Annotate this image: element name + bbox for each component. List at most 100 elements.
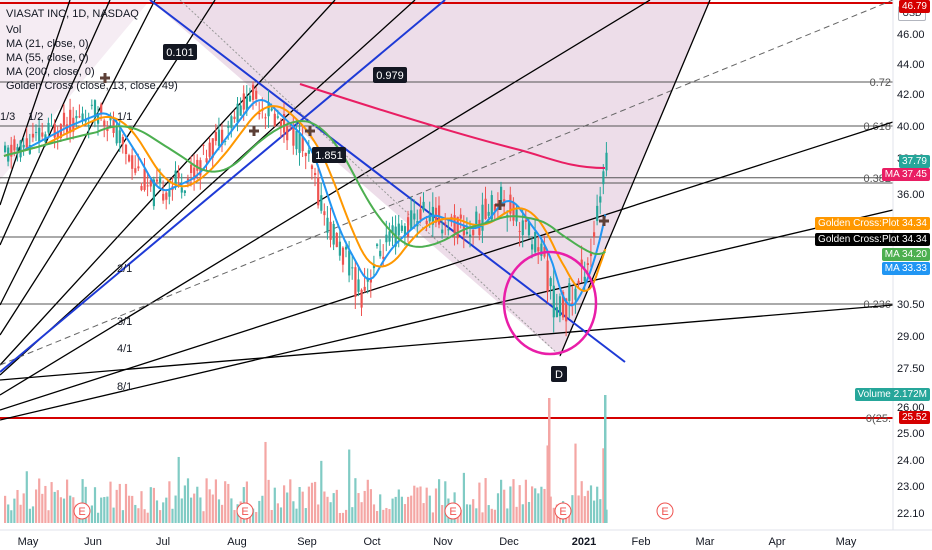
candle-body: [310, 165, 314, 169]
volume-bar: [13, 498, 16, 523]
volume-bar: [103, 497, 106, 523]
candle-body: [397, 223, 400, 236]
volume-bar: [400, 496, 403, 523]
volume-bar: [267, 479, 270, 523]
candle-body: [487, 211, 490, 216]
fan-ratio-label: 1/2: [28, 111, 43, 123]
candle-body: [357, 279, 360, 292]
volume-bar: [171, 508, 174, 523]
volume-bar: [391, 498, 394, 523]
volume-bar: [515, 506, 518, 523]
fib-level-label: 0.72: [870, 77, 891, 89]
candle-body: [75, 115, 78, 119]
volume-bar: [394, 496, 397, 523]
volume-bar: [524, 479, 527, 523]
volume-bar: [599, 499, 602, 523]
candle-body: [363, 286, 366, 291]
candle-body: [571, 302, 574, 305]
earnings-icon: [554, 502, 572, 520]
candle-body: [62, 112, 66, 126]
earnings-icon-label: E: [449, 506, 456, 518]
volume-bar: [571, 495, 574, 523]
indicator-legend: Golden Cross (close, 13, close, 49): [6, 80, 178, 92]
candle-body: [174, 170, 177, 185]
fan-ratio-label: 3/1: [117, 316, 132, 328]
candle-body: [326, 217, 329, 233]
candle-body: [376, 244, 379, 246]
x-tick-label: May: [836, 536, 857, 548]
fan-ratio-label: 4/1: [117, 343, 132, 355]
x-tick-label: Jul: [156, 536, 170, 548]
volume-bar: [552, 507, 555, 523]
candle-body: [106, 128, 109, 132]
candle-body: [456, 216, 459, 239]
volume-bar: [134, 504, 137, 523]
volume-bar: [112, 507, 115, 523]
channel-line: [149, 0, 626, 363]
candle-body: [580, 259, 583, 266]
golden-cross-marker: [599, 216, 609, 226]
candle-body: [518, 230, 521, 232]
candle-body: [47, 122, 50, 133]
candle-body: [546, 260, 549, 292]
candle-body: [217, 129, 221, 147]
volume-bar: [261, 495, 264, 523]
volume-bar: [140, 491, 143, 523]
volume-bar: [180, 498, 183, 523]
candle-body: [100, 104, 103, 115]
gann-fan-line: [0, 304, 893, 381]
candle-body: [208, 142, 211, 157]
price-tag: MA 37.45: [881, 168, 930, 181]
volume-bar: [537, 493, 540, 523]
fib-zero-label: 0(25.: [866, 413, 891, 425]
volume-bar: [586, 490, 589, 523]
candle-body: [38, 127, 41, 143]
volume-bar: [193, 493, 196, 523]
y-tick-label: 25.00: [897, 428, 925, 440]
volume-bar: [7, 504, 10, 523]
x-tick-label: 2021: [572, 536, 596, 548]
volume-bar: [109, 481, 112, 523]
candle-body: [304, 152, 307, 157]
volume-bar: [208, 489, 211, 523]
volume-bar: [289, 479, 292, 523]
candle-body: [602, 171, 605, 185]
candle-body: [382, 256, 385, 259]
volume-bar: [283, 485, 286, 523]
candle-body: [193, 167, 196, 180]
volume-bar: [106, 496, 109, 523]
indicator-legend: MA (21, close, 0): [6, 38, 89, 50]
volume-bar: [224, 481, 227, 523]
volume-bar: [326, 496, 329, 523]
earnings-icon: [236, 502, 254, 520]
candle-body: [323, 211, 326, 216]
candle-body: [53, 123, 56, 138]
x-tick-label: Mar: [696, 536, 715, 548]
candle-body: [283, 113, 286, 133]
volume-bar: [512, 479, 515, 523]
candle-body: [19, 140, 22, 158]
volume-bar: [124, 483, 128, 523]
volume-bar: [357, 493, 360, 523]
volume-bar: [217, 499, 221, 523]
candle-body: [183, 190, 186, 193]
candle-body: [16, 147, 19, 151]
volume-bar: [292, 501, 295, 523]
candle-body: [524, 219, 527, 222]
candle-body: [177, 172, 180, 179]
y-tick-label: 36.00: [897, 189, 925, 201]
volume-bar: [53, 491, 56, 523]
volume-bar: [50, 482, 53, 523]
candle-body: [552, 285, 555, 318]
fan-ratio-label: 2/1: [117, 263, 132, 275]
x-tick-label: Nov: [433, 536, 453, 548]
volume-bar: [410, 495, 413, 523]
candle-body: [341, 247, 345, 265]
volume-bar: [496, 493, 500, 523]
volume-bar: [47, 510, 50, 523]
candle-body: [252, 84, 255, 100]
volume-bar: [233, 510, 236, 523]
ratio-box-label: 0.101: [166, 47, 194, 59]
fan-ratio-label: 1/1: [117, 111, 132, 123]
